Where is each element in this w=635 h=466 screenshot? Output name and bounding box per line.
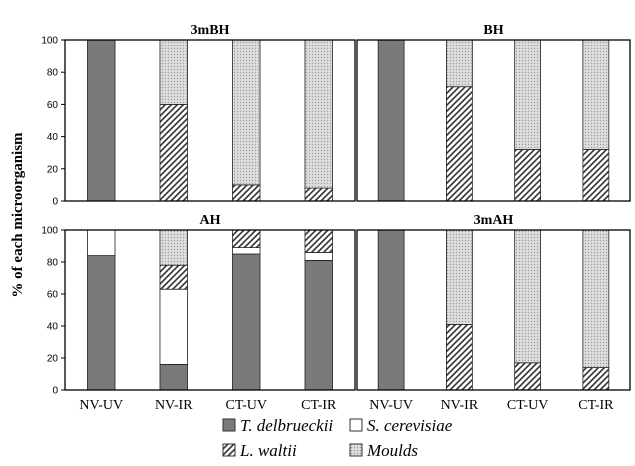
bar-segment-l-waltii	[514, 362, 541, 391]
bar-segment-moulds	[514, 39, 541, 150]
bar-segment-l-waltii	[304, 187, 333, 202]
bar-segment-t-delbrueckii	[377, 39, 405, 202]
plot-frame	[64, 229, 356, 391]
legend-label: S. cerevisiae	[367, 416, 453, 435]
category-label-nv-uv: NV-UV	[79, 398, 123, 413]
bar-segment-moulds	[514, 229, 541, 364]
plot-frame	[356, 39, 631, 202]
bar-segment-t-delbrueckii	[304, 259, 333, 391]
legend-swatch	[222, 418, 236, 432]
bar-segment-l-waltii	[159, 104, 188, 202]
legend-item-t-delbrueckii: T. delbrueckii	[222, 416, 333, 435]
category-label-ct-uv: CT-UV	[226, 398, 268, 413]
category-label-nv-uv: NV-UV	[369, 398, 413, 413]
y-tick-label: 80	[47, 68, 59, 79]
y-tick-label: 0	[52, 197, 58, 208]
bar-segment-moulds	[304, 39, 333, 189]
bar-segment-l-waltii	[514, 149, 541, 202]
legend-item-s-cerevisiae: S. cerevisiae	[349, 416, 453, 435]
bar-segment-t-delbrueckii	[377, 229, 405, 391]
bar-segment-t-delbrueckii	[87, 255, 116, 391]
panel-title: BH	[483, 23, 503, 38]
y-tick-label: 80	[47, 258, 59, 269]
bar-segment-moulds	[446, 229, 473, 325]
panel-3mah: 3mAH NV-UV NV-IR CT-UV CT-IR	[356, 213, 631, 413]
bar-segment-moulds	[582, 39, 610, 150]
bar-segment-t-delbrueckii	[232, 253, 261, 391]
bar-segment-l-waltii	[232, 184, 261, 202]
bar-segment-moulds	[232, 39, 261, 186]
legend-label: Moulds	[366, 441, 418, 460]
legend-swatch	[349, 418, 363, 432]
y-tick-label: 40	[47, 322, 59, 333]
category-label-ct-uv: CT-UV	[507, 398, 549, 413]
bar-segment-moulds	[446, 39, 473, 88]
bar-segment-l-waltii	[446, 86, 473, 202]
bar-segment-t-delbrueckii	[87, 39, 116, 202]
bar-segment-l-waltii	[232, 229, 261, 249]
category-label-nv-ir: NV-IR	[155, 398, 193, 413]
bar-segment-l-waltii	[582, 367, 610, 391]
bar-segment-l-waltii	[582, 149, 610, 202]
legend-swatch	[222, 443, 236, 457]
panel-title: AH	[200, 213, 221, 228]
category-label-nv-ir: NV-IR	[441, 398, 479, 413]
y-tick-label: 0	[52, 386, 58, 397]
panel-bh: BH	[356, 23, 631, 202]
bar-segment-s-cerevisiae	[87, 229, 116, 257]
legend: T. delbrueckii S. cerevisiae L. waltii Moul…	[222, 416, 453, 460]
legend-item-l-waltii: L. waltii	[222, 441, 297, 460]
category-label-ct-ir: CT-IR	[578, 398, 614, 413]
plot-frame	[356, 229, 631, 391]
y-tick-label: 100	[41, 226, 58, 237]
panel-3mbh: 3mBH 0 20 40 60 80 100	[41, 23, 356, 208]
plot-frame	[64, 39, 356, 202]
y-tick-label: 20	[47, 354, 59, 365]
bar-segment-moulds	[159, 229, 188, 266]
legend-label: L. waltii	[239, 441, 297, 460]
y-tick-label: 40	[47, 132, 59, 143]
bar-segment-t-delbrueckii	[159, 363, 188, 391]
bar-segment-s-cerevisiae	[304, 251, 333, 261]
legend-swatch	[349, 443, 363, 457]
bar-segment-s-cerevisiae	[232, 247, 261, 255]
panel-ah: AH 0 20 40 60 80 100 NV-UV NV-IR CT-UV CT-IR	[41, 213, 356, 413]
bar-segment-moulds	[159, 39, 188, 105]
bar-segment-l-waltii	[159, 264, 188, 290]
bar-segment-l-waltii	[446, 323, 473, 391]
y-axis-label: % of each microorganism	[10, 132, 26, 298]
panel-title: 3mAH	[474, 213, 514, 228]
bar-segment-l-waltii	[304, 229, 333, 253]
category-label-ct-ir: CT-IR	[301, 398, 337, 413]
legend-label: T. delbrueckii	[240, 416, 333, 435]
legend-item-moulds: Moulds	[349, 441, 418, 460]
bar-segment-moulds	[582, 229, 610, 369]
y-tick-label: 60	[47, 100, 59, 111]
panel-title: 3mBH	[191, 23, 230, 38]
y-tick-label: 100	[41, 36, 58, 47]
bar-segment-s-cerevisiae	[159, 288, 188, 365]
y-tick-label: 60	[47, 290, 59, 301]
y-tick-label: 20	[47, 164, 59, 175]
